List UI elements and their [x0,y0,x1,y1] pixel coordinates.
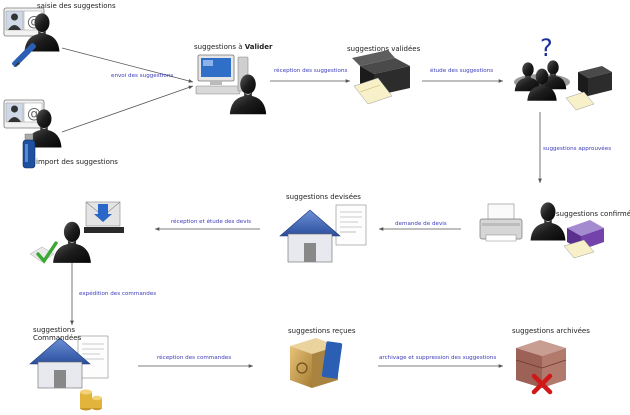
node-commandees [29,335,109,411]
node-devisees [279,204,367,263]
open-box-icon [578,66,612,96]
usb-key-icon [22,133,36,169]
purple-box-icon [563,220,604,259]
label-confirmees: suggestions confirmées [556,210,630,218]
edge-label-expedition: expédition des commandes [79,291,157,297]
node-confirmees [479,202,604,259]
contact-card-icon: @ [3,99,45,129]
document-icon [335,204,367,246]
red-x-icon [531,373,553,395]
person-icon [530,202,566,241]
edge-import [61,85,194,133]
label-archivees: suggestions archivées [512,327,590,335]
edge-label-demande-devis: demande de devis [395,221,447,227]
node-valider [195,54,267,115]
package-icon [290,338,343,388]
node-commandes-source [29,201,124,264]
edge-label-reception-commandes: réception des commandes [157,355,232,361]
node-recues [290,338,343,388]
checkmark-icon [29,241,58,264]
person-icon [229,74,267,115]
label-valider-prefix: suggestions à [194,43,245,51]
edge-label-reception-devis: réception et étude des devis [171,219,251,225]
mail-inbox-icon [84,201,124,233]
label-devisees: suggestions devisées [286,193,361,201]
node-import: @ [3,99,62,169]
label-commandees-line2: Commandées [33,334,82,342]
edge-label-reception: réception des suggestions [274,68,348,74]
label-recues: suggestions reçues [288,327,356,335]
edge-label-etude: étude des suggestions [430,68,494,74]
paper-icon [565,91,595,111]
house-icon [29,337,91,389]
printer-icon [479,203,523,242]
node-etude: ? [514,34,612,111]
question-mark-icon: ? [540,34,553,62]
node-archivees [515,340,567,395]
coins-icon [80,389,102,411]
label-valider: suggestions à Valider [194,43,273,52]
label-valider-bold: Valider [244,43,273,51]
label-validees: suggestions validées [347,45,421,53]
node-validees [352,50,410,105]
computer-icon [195,54,249,95]
label-commandees-line1: suggestions [33,326,75,334]
paper-icon [353,77,393,105]
edge-envoi [61,47,194,83]
label-import: import des suggestions [36,158,118,166]
meeting-people-icon [514,60,570,101]
document-icon [77,335,109,379]
edge-label-archivage: archivage et suppression des suggestions [379,355,497,361]
node-saisie: @ [3,7,60,67]
pen-icon [12,43,36,67]
edge-label-approuvees: suggestions approuvées [543,146,612,152]
svg-text:?: ? [540,34,553,62]
label-saisie: saisie des suggestions [37,2,116,10]
edge-label-envoi: envoi des suggestions [111,73,174,79]
house-icon [279,209,341,263]
